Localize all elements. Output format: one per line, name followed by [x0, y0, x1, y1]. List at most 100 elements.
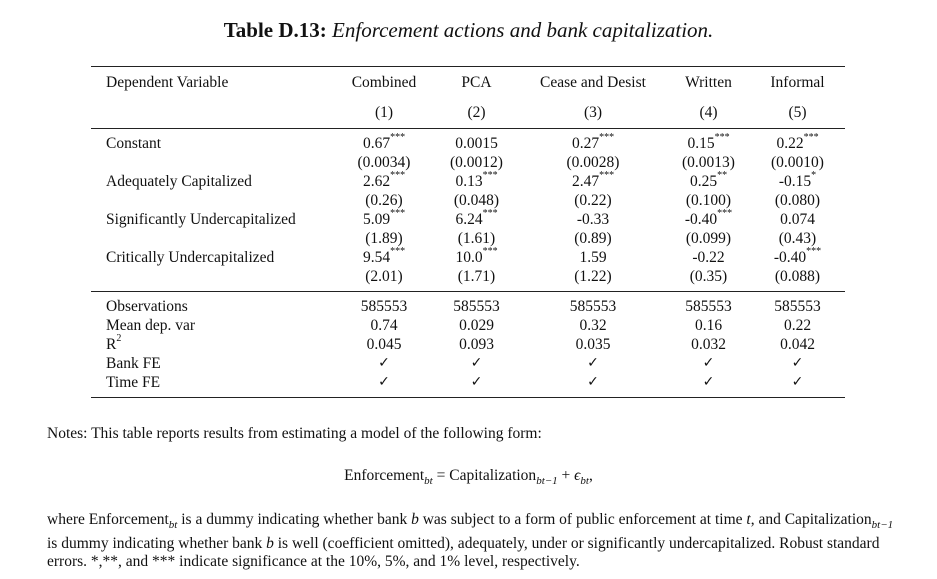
column-header: Written	[667, 66, 750, 98]
coef-row: Constant 0.67*** 0.0015 0.27*** 0.15*** 0.22*…	[91, 128, 845, 153]
coef-cell: 0.074	[750, 210, 845, 229]
column-number: (5)	[788, 104, 807, 121]
check-icon: ✓	[791, 355, 804, 371]
dep-var-label: Dependent Variable	[91, 66, 334, 98]
stat-value: 0.74	[370, 317, 398, 334]
coef-cell: -0.33	[519, 210, 667, 229]
row-label: Critically Undercapitalized	[106, 249, 275, 266]
se-row: (2.01) (1.71) (1.22) (0.35) (0.088)	[91, 267, 845, 292]
stat-value: 585553	[434, 291, 519, 316]
se-row: (0.0034) (0.0012) (0.0028) (0.0013) (0.0010)	[91, 153, 845, 172]
significance-stars: ***	[599, 132, 615, 143]
coef-row: Adequately Capitalized 2.62*** 0.13*** 2.47…	[91, 170, 845, 191]
coef-cell: 0.22***	[750, 128, 845, 153]
coef-cell: -0.15*	[750, 170, 845, 191]
std-error: (0.0013)	[682, 154, 735, 171]
coef-value: -0.15	[778, 173, 812, 190]
coef-cell: 2.47***	[519, 170, 667, 191]
check-icon: ✓	[587, 355, 599, 371]
coef-value: 0.0015	[455, 135, 498, 152]
column-header: Informal	[750, 66, 845, 98]
significance-stars: ***	[714, 132, 730, 143]
check-icon: ✓	[702, 355, 715, 371]
stat-label-superscript: 2	[116, 333, 122, 344]
stat-label: Bank FE	[91, 354, 334, 373]
significance-stars: ***	[390, 132, 406, 143]
stat-value: 0.035	[575, 336, 611, 353]
stat-value: 0.32	[579, 317, 607, 334]
coef-value: 9.54	[362, 249, 391, 266]
coef-value: 2.47	[571, 173, 600, 190]
coef-row: Critically Undercapitalized 9.54*** 10.0**…	[91, 246, 845, 267]
stat-value: 0.029	[459, 317, 494, 334]
header-row: Dependent Variable Combined PCA Cease and D…	[91, 66, 845, 98]
significance-stars: *	[811, 170, 817, 181]
coef-cell: 5.09***	[334, 208, 434, 229]
coef-cell: 0.15***	[667, 128, 750, 153]
coef-cell: 0.67***	[334, 128, 434, 153]
column-header: Cease and Desist	[519, 66, 667, 98]
coef-value: -0.33	[576, 211, 610, 228]
coef-value: 0.22	[776, 135, 804, 152]
stat-label: Observations	[91, 291, 334, 316]
model-equation: Enforcementbt = Capitalizationbt−1 + ϵbt…	[344, 467, 593, 488]
coef-cell: -0.40***	[667, 208, 750, 229]
coef-cell: -0.40***	[750, 246, 845, 267]
std-error: (0.080)	[774, 192, 821, 209]
coef-value: 0.15	[687, 135, 715, 152]
std-error: (2.01)	[365, 268, 403, 285]
std-error: (0.0034)	[357, 154, 411, 171]
std-error: (1.71)	[457, 268, 496, 285]
column-number: (2)	[467, 104, 486, 121]
column-number: (3)	[583, 104, 603, 121]
significance-stars: ***	[390, 208, 406, 219]
check-icon: ✓	[519, 373, 667, 398]
coef-cell: 0.13***	[434, 170, 519, 191]
std-error: (0.088)	[774, 268, 821, 285]
std-error: (0.26)	[365, 192, 403, 209]
coef-value: -0.40	[684, 211, 718, 228]
stat-label: Time FE	[91, 373, 334, 398]
stat-label-text: Mean dep. var	[106, 317, 196, 334]
blank-cell	[91, 229, 334, 248]
blank-cell	[91, 98, 334, 129]
stat-value: 0.042	[780, 336, 815, 353]
significance-stars: ***	[803, 132, 819, 143]
stat-row: R2 0.045 0.093 0.035 0.032 0.042	[91, 333, 845, 354]
caption-label: Table D.13:	[223, 18, 327, 42]
significance-stars: ***	[390, 170, 406, 181]
stat-label: R2	[91, 333, 334, 354]
stat-label-text: R	[106, 336, 117, 353]
std-error: (0.0012)	[450, 154, 503, 171]
coef-cell: 2.62***	[334, 170, 434, 191]
std-error: (0.0028)	[566, 154, 620, 171]
stat-row: Time FE ✓ ✓ ✓ ✓ ✓	[91, 373, 845, 398]
column-number: (1)	[374, 104, 394, 121]
coef-cell: 0.27***	[519, 128, 667, 153]
std-error: (0.100)	[685, 192, 732, 209]
significance-stars: ***	[806, 246, 822, 257]
stat-label-text: Bank FE	[106, 355, 161, 372]
std-error: (0.35)	[689, 268, 728, 285]
stat-value: 585553	[519, 291, 667, 316]
significance-stars: ***	[482, 246, 498, 257]
column-header: PCA	[434, 66, 519, 98]
coef-cell: 0.25**	[667, 171, 750, 191]
coef-value: -0.40	[773, 249, 807, 266]
row-label: Constant	[91, 128, 334, 153]
blank-cell	[91, 153, 334, 172]
stat-value: 0.22	[783, 317, 812, 334]
se-row: (0.26) (0.048) (0.22) (0.100) (0.080)	[91, 191, 845, 210]
se-row: (1.89) (1.61) (0.89) (0.099) (0.43)	[91, 229, 845, 248]
coef-cell: 6.24***	[434, 209, 519, 229]
coef-cell: 1.59	[519, 248, 667, 267]
check-icon: ✓	[750, 373, 845, 398]
blank-cell	[91, 191, 334, 210]
significance-stars: ***	[599, 170, 615, 181]
std-error: (1.22)	[574, 268, 612, 285]
significance-stars: ***	[482, 170, 498, 181]
row-label: Significantly Undercapitalized	[106, 211, 296, 228]
stat-value: 585553	[334, 291, 434, 316]
stat-value: 0.16	[694, 317, 723, 334]
significance-stars: ***	[717, 208, 733, 219]
